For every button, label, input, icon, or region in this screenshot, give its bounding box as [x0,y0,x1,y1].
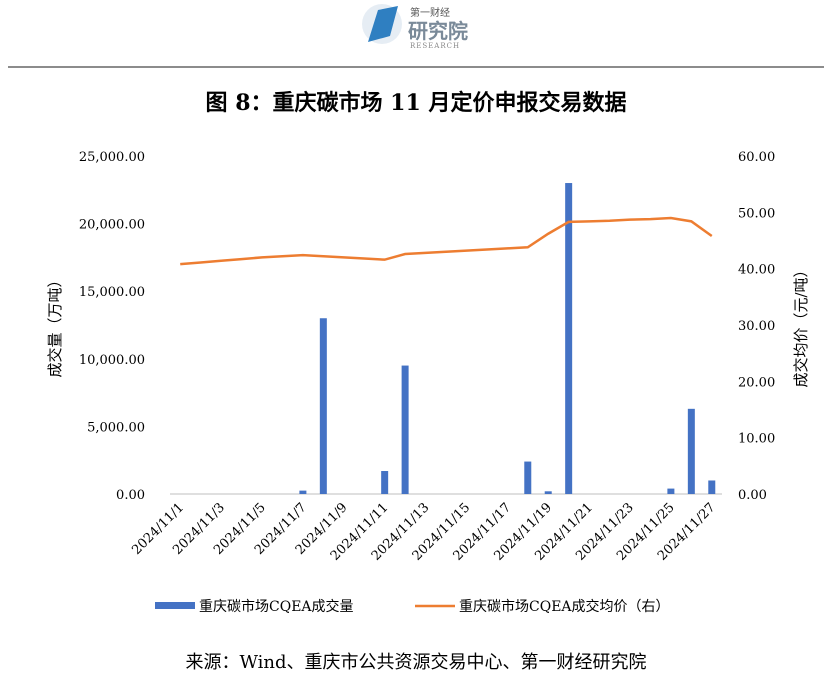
y2-tick-label: 40.00 [738,263,775,278]
logo-top: 第一财经 [410,6,450,19]
y2-tick-label: 10.00 [738,432,775,447]
y-tick-label: 20,000.00 [79,218,145,233]
chart-title: 图 8：重庆碳市场 11 月定价申报交易数据 [206,90,627,116]
bar [319,318,327,494]
bar [299,490,307,494]
bar [667,488,675,494]
logo-main: 研究院 [408,19,468,43]
bar [708,480,716,494]
y-tick-label: 10,000.00 [79,353,145,368]
legend-swatch [155,602,195,609]
bar [544,491,552,494]
y-tick-label: 5,000.00 [87,420,145,435]
legend-label: 重庆碳市场CQEA成交量 [199,598,354,615]
y2-tick-label: 20.00 [738,375,775,390]
y-axis-title: 成交量（万吨） [46,272,64,377]
bar [401,365,409,494]
bar [381,471,389,494]
line [180,216,713,266]
y-tick-label: 25,000.00 [79,150,145,165]
bar [565,183,573,495]
y2-tick-label: 50.00 [738,206,775,221]
y-tick-label: 15,000.00 [79,285,145,300]
logo: 第一财经 研究院 RESEARCH [362,4,468,50]
y-tick-label: 0.00 [116,488,145,503]
bar [687,408,695,494]
y2-tick-label: 0.00 [738,488,767,503]
y2-tick-label: 30.00 [738,319,775,334]
y2-tick-label: 60.00 [738,150,775,165]
y2-axis-title: 成交均价（元/吨） [792,262,810,387]
bar [524,461,532,494]
legend-label: 重庆碳市场CQEA成交均价（右） [459,598,670,615]
logo-sub: RESEARCH [410,42,460,50]
logo-icon [368,6,398,42]
source: 来源：Wind、重庆市公共资源交易中心、第一财经研究院 [185,652,646,673]
